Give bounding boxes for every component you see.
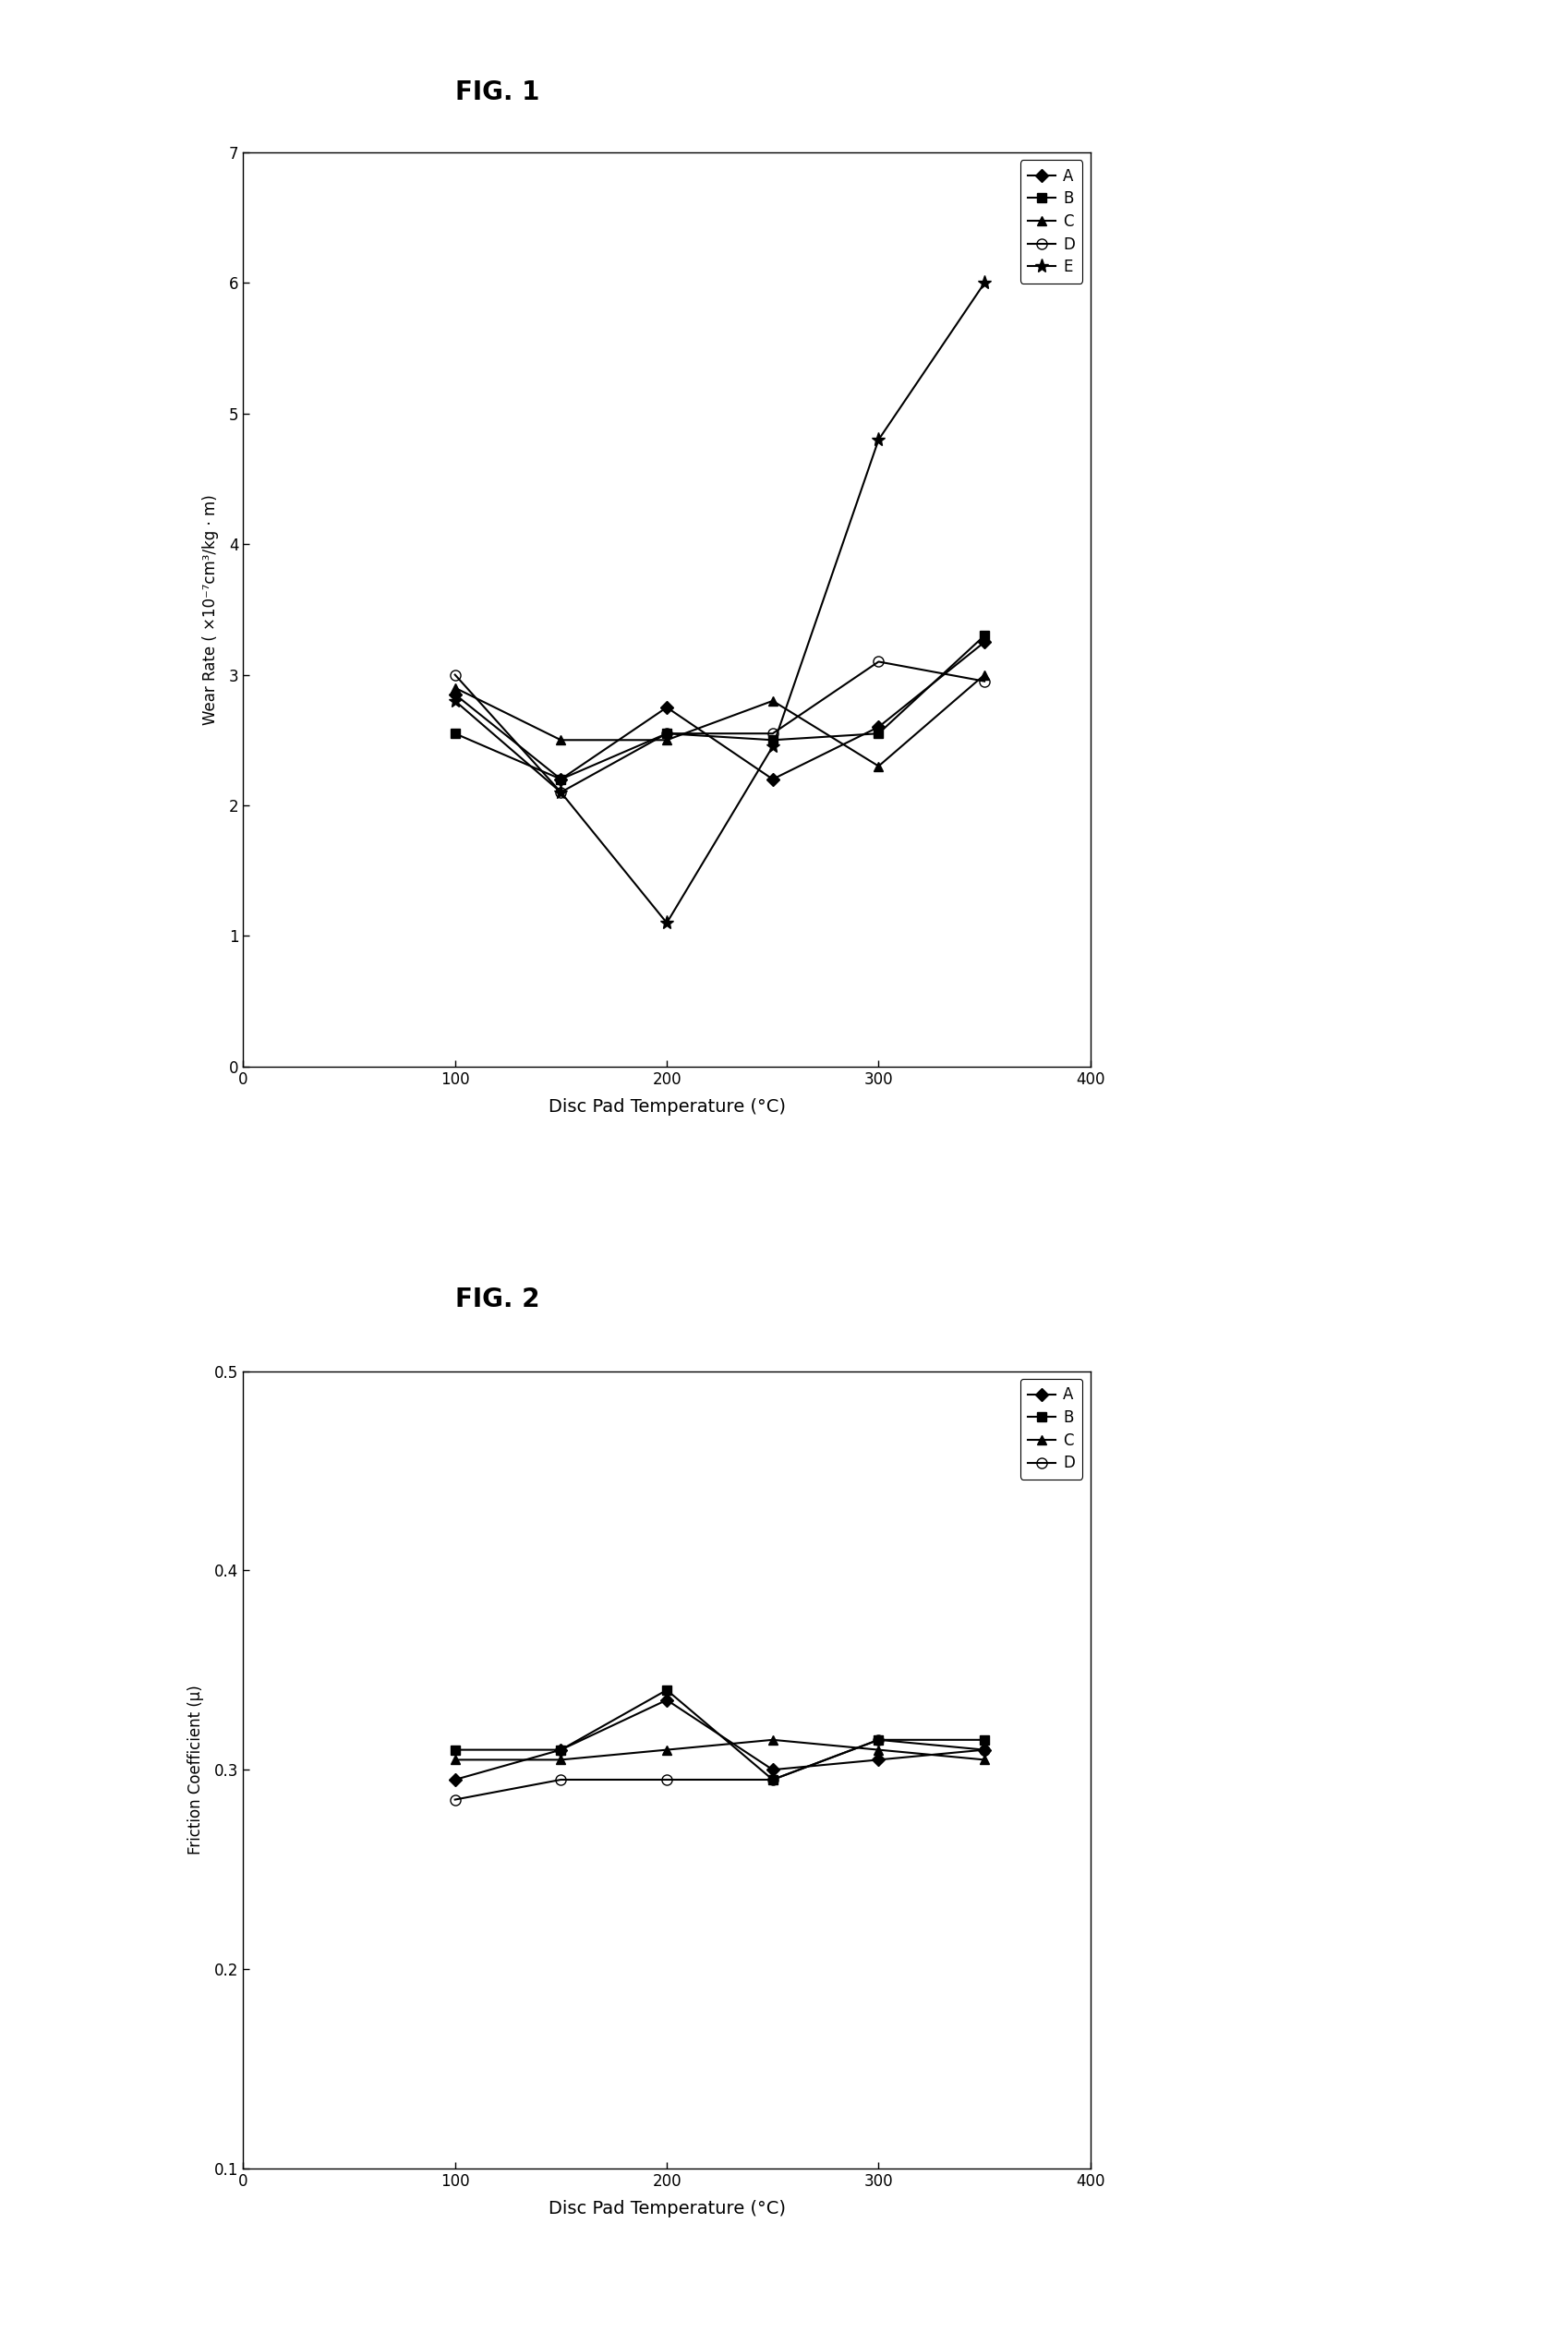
Line: B: B (450, 631, 988, 783)
C (552, 727, 571, 755)
B (657, 720, 676, 748)
D (552, 778, 571, 806)
C (657, 727, 676, 755)
Line: A: A (450, 638, 988, 783)
B (764, 727, 782, 755)
A (974, 628, 994, 656)
E (552, 778, 571, 806)
B (445, 1735, 464, 1763)
D (657, 1765, 676, 1793)
Line: B: B (450, 1685, 988, 1784)
C (974, 1746, 994, 1774)
C (764, 1725, 782, 1753)
E (974, 270, 994, 298)
E (657, 909, 676, 938)
X-axis label: Disc Pad Temperature (°C): Disc Pad Temperature (°C) (547, 2199, 786, 2217)
C (869, 1735, 887, 1763)
D (764, 720, 782, 748)
A (764, 1756, 782, 1784)
Line: A: A (450, 1695, 988, 1784)
B (974, 1725, 994, 1753)
D (445, 1786, 464, 1814)
Line: C: C (450, 670, 988, 771)
D (552, 1765, 571, 1793)
D (974, 1735, 994, 1763)
Line: D: D (450, 1735, 989, 1805)
D (974, 668, 994, 696)
A (552, 764, 571, 792)
C (552, 1746, 571, 1774)
E (445, 687, 464, 715)
Legend: A, B, C, D: A, B, C, D (1019, 1378, 1082, 1479)
A (657, 1685, 676, 1713)
D (764, 1765, 782, 1793)
D (657, 720, 676, 748)
B (869, 1725, 887, 1753)
Line: C: C (450, 1735, 988, 1765)
C (869, 752, 887, 781)
B (552, 1735, 571, 1763)
C (445, 1746, 464, 1774)
Line: E: E (448, 277, 991, 931)
D (445, 661, 464, 689)
X-axis label: Disc Pad Temperature (°C): Disc Pad Temperature (°C) (547, 1097, 786, 1116)
Text: FIG. 1: FIG. 1 (455, 80, 539, 105)
C (445, 673, 464, 701)
A (764, 764, 782, 792)
B (764, 1765, 782, 1793)
D (869, 647, 887, 675)
Legend: A, B, C, D, E: A, B, C, D, E (1019, 159, 1082, 284)
C (657, 1735, 676, 1763)
C (974, 661, 994, 689)
Y-axis label: Wear Rate ( ×10⁻⁷cm³/kg · m): Wear Rate ( ×10⁻⁷cm³/kg · m) (202, 495, 218, 724)
B (657, 1676, 676, 1704)
C (764, 687, 782, 715)
A (657, 694, 676, 722)
A (869, 713, 887, 741)
A (552, 1735, 571, 1763)
Y-axis label: Friction Coefficient (μ): Friction Coefficient (μ) (187, 1685, 204, 1854)
E (869, 427, 887, 455)
Text: FIG. 2: FIG. 2 (455, 1287, 539, 1313)
A (974, 1735, 994, 1763)
D (869, 1725, 887, 1753)
Line: D: D (450, 656, 989, 797)
B (552, 764, 571, 792)
B (869, 720, 887, 748)
E (764, 731, 782, 759)
B (974, 621, 994, 649)
A (869, 1746, 887, 1774)
A (445, 680, 464, 708)
B (445, 720, 464, 748)
A (445, 1765, 464, 1793)
